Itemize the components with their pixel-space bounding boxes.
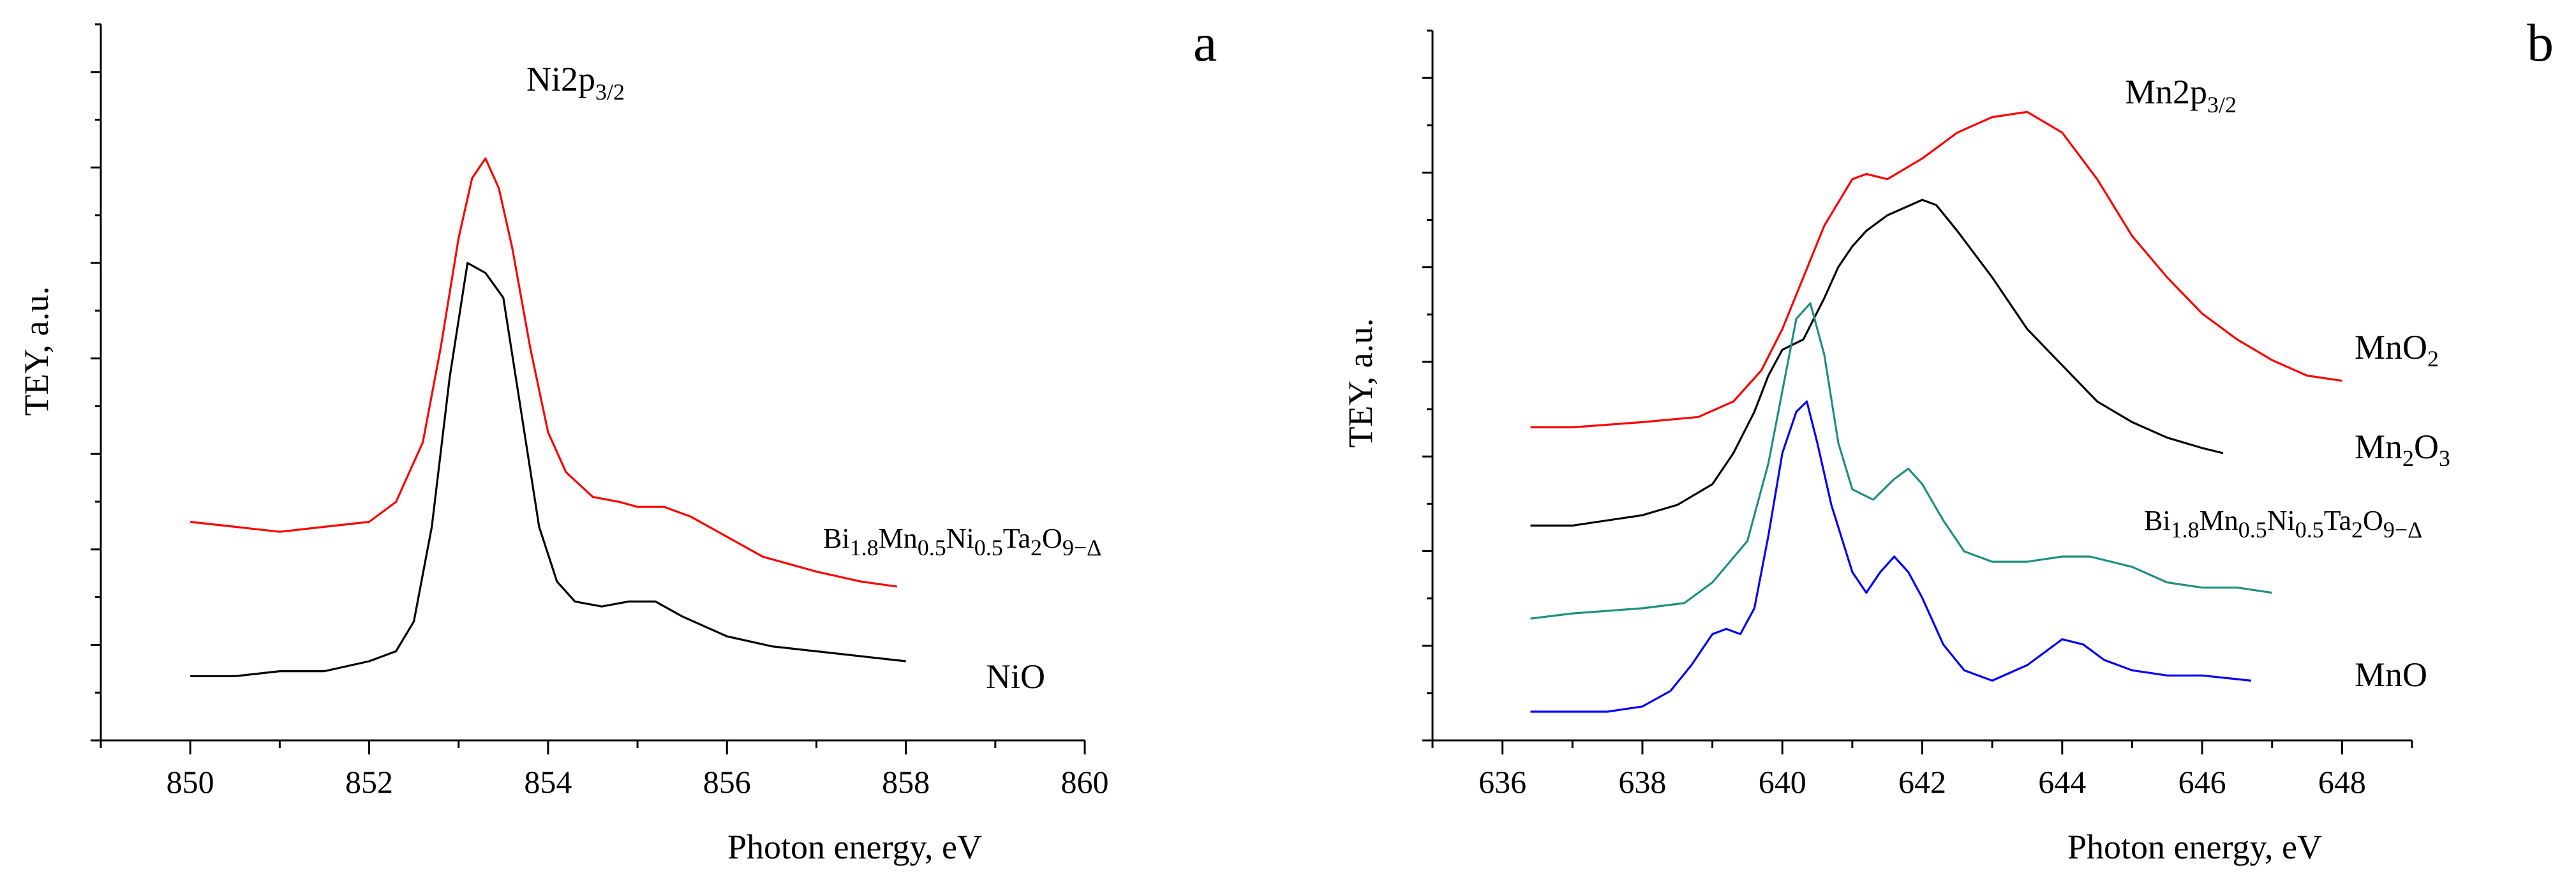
panel-a-chart: 850 852 854 856 858 860 a Photon energy, eV T…: [17, 13, 1217, 866]
series-line-mno: [1530, 400, 2251, 713]
panel-a-letter: a: [1193, 13, 1217, 73]
x-tick-label-850: 850: [167, 764, 214, 800]
series-line-mn2o3: [1530, 199, 2224, 527]
panel-b-x-ticks: 636 638 640 642 644 646 648: [1431, 740, 2413, 800]
x-tick-label-856: 856: [703, 764, 751, 800]
series-line-bi1-8mn0-5ni0-5ta2o9-: [1530, 302, 2272, 620]
panel-a-series: [190, 157, 906, 677]
panel-b-ylabel: TEY, a.u.: [1341, 318, 1380, 448]
x-tick-label-858: 858: [882, 764, 930, 800]
panel-b-series-label-3: MnO: [2355, 656, 2427, 694]
panel-a-y-ticks: [91, 23, 101, 742]
x-tick-label-636: 636: [1478, 764, 1526, 800]
x-tick-label-638: 638: [1618, 764, 1666, 800]
x-tick-label-860: 860: [1061, 764, 1109, 800]
panel-a-title: Ni2p3/2: [526, 60, 625, 105]
panel-b-series-label-1: Mn2O3: [2355, 428, 2450, 471]
panel-b-series-label-0: MnO2: [2355, 328, 2439, 371]
panel-b-y-ticks: [1422, 29, 1433, 742]
x-tick-label-644: 644: [2038, 764, 2086, 800]
panel-b-title: Mn2p3/2: [2125, 73, 2237, 117]
panel-a-series-label-0: Bi1.8Mn0.5Ni0.5Ta2O9−Δ: [823, 523, 1101, 560]
panel-a-ylabel: TEY, a.u.: [17, 287, 56, 416]
x-tick-label-854: 854: [524, 764, 572, 800]
series-line-mno2: [1530, 110, 2342, 429]
panel-a-series-label-1: NiO: [986, 657, 1045, 696]
x-tick-label-648: 648: [2318, 764, 2366, 800]
series-line-bi1-8mn0-5ni0-5ta2o9-: [190, 157, 897, 588]
panel-a-xlabel: Photon energy, eV: [727, 828, 982, 866]
panel-a-x-ticks: 850 852 854 856 858 860: [100, 740, 1109, 800]
series-line-nio: [190, 262, 906, 677]
x-tick-label-646: 646: [2178, 764, 2226, 800]
panel-b-chart: 636 638 640 642 644 646 648 b Photon energy, e…: [1341, 13, 2554, 866]
panel-b-series: [1530, 110, 2342, 713]
panel-b-letter: b: [2527, 13, 2554, 73]
x-tick-label-852: 852: [345, 764, 393, 800]
x-tick-label-642: 642: [1898, 764, 1946, 800]
panel-b-xlabel: Photon energy, eV: [2067, 828, 2322, 866]
x-tick-label-640: 640: [1759, 764, 1806, 800]
panel-b-series-label-2: Bi1.8Mn0.5Ni0.5Ta2O9−Δ: [2144, 505, 2422, 543]
